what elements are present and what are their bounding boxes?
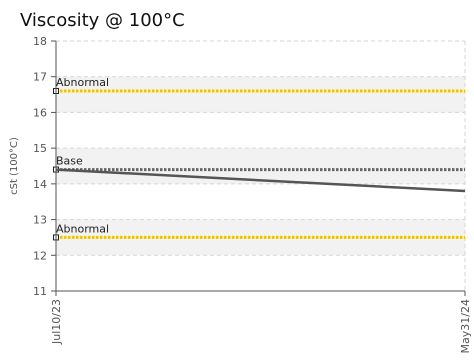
y-tick-label: 14 (33, 178, 47, 191)
shaded-band (56, 148, 465, 184)
x-tick-label: May31/24 (459, 299, 472, 353)
y-tick-label: 15 (33, 142, 47, 155)
x-tick-label: Jul10/23 (50, 299, 63, 345)
shaded-band (56, 76, 465, 113)
chart-title: Viscosity @ 100°C (20, 10, 185, 31)
y-axis-label: cSt (100°C) (9, 137, 20, 195)
y-tick-label: 18 (33, 35, 47, 48)
reference-label: Abnormal (56, 76, 109, 89)
axes-layer: 11 12 13 14 15 16 17 18 Jul10/23 May31/24 cSt (100… (9, 35, 472, 353)
reference-line-layer (53, 88, 465, 241)
reference-label: Abnormal (56, 222, 109, 235)
y-tick-label: 13 (33, 214, 47, 227)
band-layer (56, 76, 465, 256)
label-layer: Abnormal Base Abnormal (56, 76, 109, 235)
grid-layer (55, 40, 466, 291)
reference-label: Base (56, 155, 83, 168)
series-layer (55, 168, 466, 193)
y-tick-label: 12 (33, 249, 47, 262)
series-line (55, 168, 466, 193)
y-tick-label: 11 (33, 285, 47, 298)
y-tick-label: 17 (33, 71, 47, 84)
y-tick-label: 16 (33, 106, 47, 119)
